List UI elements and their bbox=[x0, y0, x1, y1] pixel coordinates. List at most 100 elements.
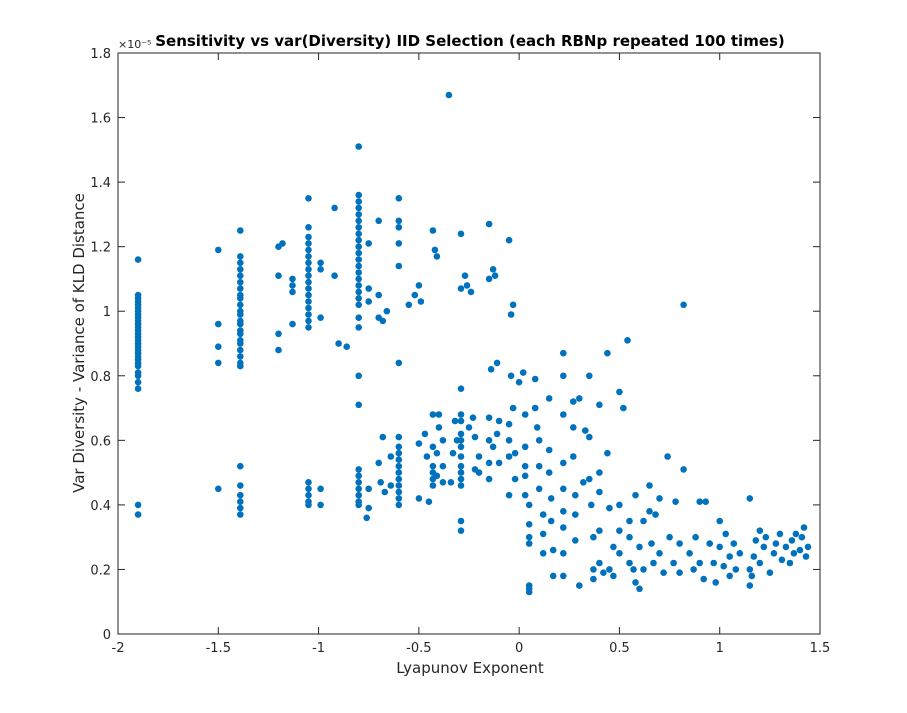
data-point bbox=[355, 256, 363, 263]
y-exponent-label: ×10⁻⁵ bbox=[118, 38, 151, 51]
data-point bbox=[732, 566, 740, 573]
data-point bbox=[485, 414, 493, 422]
x-axis-label: Lyapunov Exponent bbox=[396, 659, 544, 677]
data-point bbox=[237, 353, 244, 360]
data-point bbox=[798, 533, 806, 541]
data-point bbox=[616, 388, 623, 396]
data-point bbox=[596, 559, 603, 567]
data-point bbox=[746, 495, 754, 502]
data-point bbox=[776, 530, 784, 538]
data-point bbox=[786, 559, 794, 567]
data-point bbox=[237, 253, 244, 260]
data-point bbox=[485, 437, 493, 444]
data-point bbox=[237, 482, 244, 489]
data-point bbox=[395, 443, 403, 451]
data-point bbox=[379, 433, 387, 441]
data-point bbox=[636, 543, 643, 551]
data-point bbox=[317, 259, 324, 267]
data-point bbox=[355, 491, 363, 499]
data-point bbox=[335, 340, 342, 347]
data-point bbox=[590, 575, 597, 583]
data-point bbox=[387, 482, 395, 489]
data-point bbox=[331, 204, 338, 212]
data-point bbox=[355, 301, 363, 309]
data-point bbox=[560, 411, 567, 418]
data-point bbox=[525, 521, 533, 528]
data-point bbox=[237, 272, 244, 280]
data-point bbox=[519, 369, 527, 376]
data-point bbox=[624, 337, 631, 344]
data-point bbox=[279, 240, 286, 247]
data-point bbox=[766, 569, 774, 576]
y-axis-label: Var Diversity - Variance of KLD Distance bbox=[70, 193, 88, 493]
data-point bbox=[457, 443, 465, 451]
data-point bbox=[355, 191, 363, 199]
data-point bbox=[656, 550, 663, 557]
data-point bbox=[646, 508, 653, 515]
data-point bbox=[429, 462, 437, 470]
data-point bbox=[572, 491, 579, 499]
data-point bbox=[521, 491, 529, 499]
data-point bbox=[491, 272, 499, 280]
data-point bbox=[722, 530, 729, 538]
data-point bbox=[379, 317, 387, 325]
data-point bbox=[545, 469, 553, 476]
data-point bbox=[457, 462, 465, 470]
data-point bbox=[590, 533, 597, 541]
data-point bbox=[415, 495, 423, 502]
data-point bbox=[237, 295, 244, 302]
data-point bbox=[666, 533, 673, 541]
data-point bbox=[796, 546, 804, 554]
data-point bbox=[457, 230, 465, 238]
x-tick-label: 1 bbox=[716, 641, 724, 656]
data-point bbox=[576, 395, 583, 402]
data-point bbox=[395, 240, 403, 247]
data-point bbox=[485, 475, 493, 483]
data-point bbox=[626, 559, 633, 567]
data-point bbox=[395, 456, 403, 464]
data-point bbox=[616, 550, 623, 557]
data-point bbox=[493, 359, 501, 367]
data-point bbox=[237, 320, 244, 328]
data-point bbox=[355, 295, 363, 302]
data-point bbox=[355, 262, 363, 270]
data-point bbox=[215, 359, 222, 367]
data-point bbox=[730, 540, 738, 547]
data-point bbox=[676, 540, 683, 547]
data-point bbox=[395, 469, 403, 476]
data-point bbox=[215, 485, 222, 493]
data-point bbox=[425, 498, 433, 506]
data-point bbox=[475, 469, 483, 476]
data-point bbox=[505, 491, 513, 499]
data-point bbox=[305, 304, 312, 312]
data-point bbox=[640, 517, 647, 525]
data-point bbox=[630, 566, 637, 573]
data-point bbox=[750, 553, 758, 560]
data-point bbox=[383, 307, 391, 315]
data-point bbox=[690, 566, 697, 573]
data-point bbox=[465, 424, 473, 431]
data-point bbox=[525, 533, 533, 541]
data-point bbox=[305, 224, 312, 231]
data-point bbox=[471, 433, 479, 441]
data-point bbox=[355, 479, 363, 486]
x-axis-ticks: -2 -1.5 -1 -0.5 0 0.5 1 1.5 bbox=[112, 53, 830, 656]
data-point bbox=[606, 504, 613, 512]
data-point bbox=[521, 472, 529, 480]
data-point bbox=[395, 433, 403, 441]
data-point bbox=[461, 272, 469, 280]
data-point bbox=[331, 272, 338, 280]
data-point bbox=[305, 195, 312, 202]
data-point bbox=[237, 462, 244, 470]
data-point bbox=[716, 517, 723, 525]
data-point bbox=[395, 359, 403, 367]
data-point bbox=[355, 249, 363, 257]
data-point bbox=[800, 524, 808, 531]
data-point bbox=[405, 301, 413, 309]
data-point bbox=[355, 230, 363, 238]
data-point bbox=[237, 498, 244, 506]
data-point bbox=[515, 378, 523, 386]
data-point bbox=[489, 443, 497, 451]
data-point bbox=[509, 301, 517, 309]
